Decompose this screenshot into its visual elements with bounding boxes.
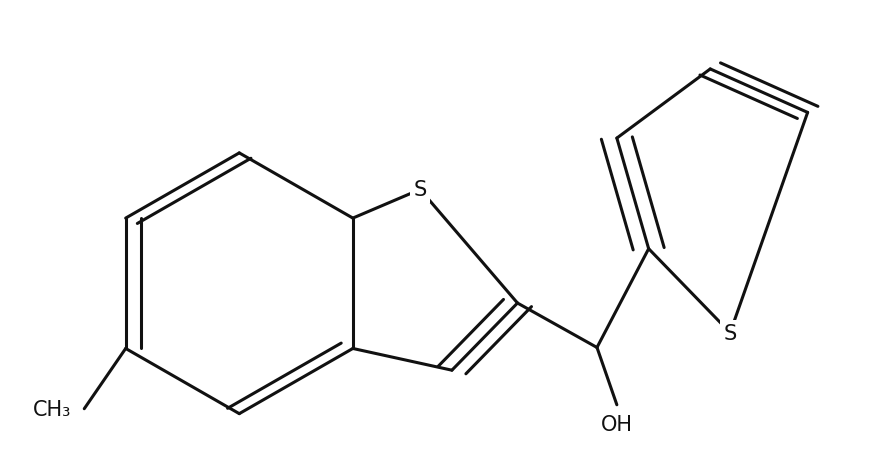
Text: OH: OH [601,414,633,434]
Text: S: S [414,180,427,200]
Text: S: S [724,323,737,343]
Text: CH₃: CH₃ [33,399,71,419]
